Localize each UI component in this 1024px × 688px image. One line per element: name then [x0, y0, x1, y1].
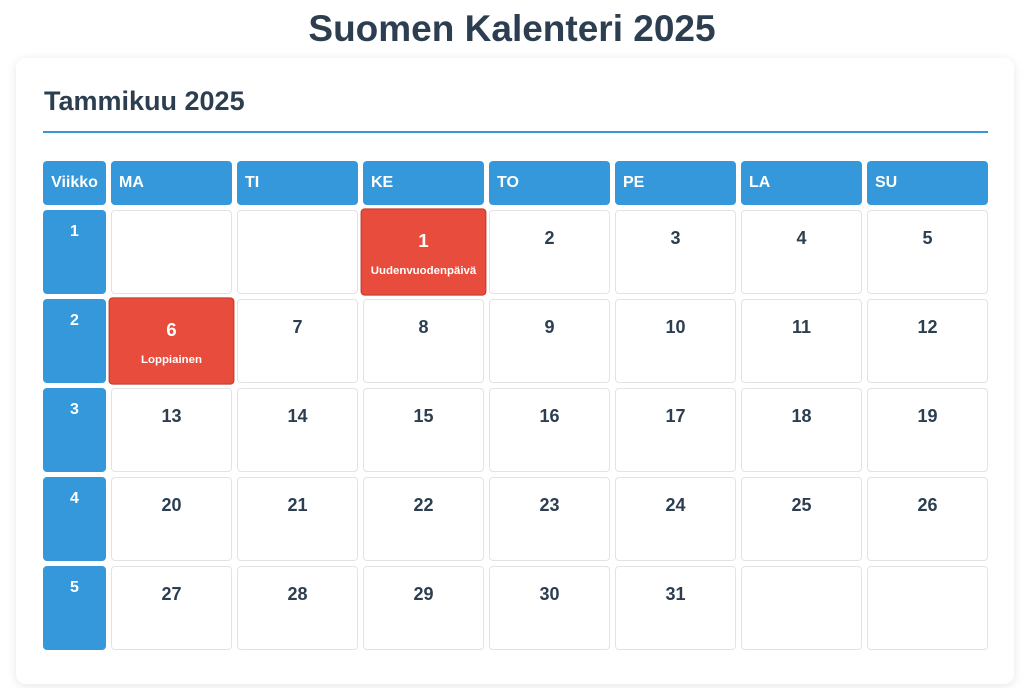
day-cell[interactable]: 22 — [363, 477, 484, 561]
day-number: 9 — [544, 317, 555, 337]
day-number: 22 — [413, 495, 434, 515]
day-number: 12 — [917, 317, 938, 337]
empty-cell — [867, 566, 988, 650]
day-number: 11 — [791, 317, 812, 337]
day-cell[interactable]: 15 — [363, 388, 484, 472]
week-number: 4 — [43, 477, 106, 561]
holiday-cell[interactable]: 6 Loppiainen — [108, 297, 235, 385]
day-cell[interactable]: 31 — [615, 566, 736, 650]
weekday-header-to: TO — [489, 161, 610, 205]
day-cell[interactable]: 21 — [237, 477, 358, 561]
empty-cell — [237, 210, 358, 294]
day-cell[interactable]: 8 — [363, 299, 484, 383]
week-number: 3 — [43, 388, 106, 472]
day-cell[interactable]: 23 — [489, 477, 610, 561]
weekday-header-la: LA — [741, 161, 862, 205]
day-cell[interactable]: 18 — [741, 388, 862, 472]
day-cell[interactable]: 11 — [741, 299, 862, 383]
day-number: 24 — [665, 495, 686, 515]
day-number: 2 — [544, 228, 555, 248]
day-cell[interactable]: 5 — [867, 210, 988, 294]
day-cell[interactable]: 4 — [741, 210, 862, 294]
day-number: 5 — [922, 228, 933, 248]
day-cell[interactable]: 20 — [111, 477, 232, 561]
weekday-header-ti: TI — [237, 161, 358, 205]
day-number: 15 — [413, 406, 434, 426]
day-number: 1 — [418, 230, 429, 251]
empty-cell — [111, 210, 232, 294]
holiday-cell[interactable]: 1 Uudenvuodenpäivä — [360, 208, 487, 296]
day-number: 6 — [166, 319, 177, 340]
day-cell[interactable]: 28 — [237, 566, 358, 650]
day-number: 26 — [917, 495, 938, 515]
day-number: 20 — [161, 495, 182, 515]
day-cell[interactable]: 26 — [867, 477, 988, 561]
day-number: 31 — [665, 584, 686, 604]
empty-cell — [741, 566, 862, 650]
day-number: 25 — [791, 495, 812, 515]
day-number: 13 — [161, 406, 182, 426]
day-cell[interactable]: 13 — [111, 388, 232, 472]
weekday-header-ke: KE — [363, 161, 484, 205]
day-number: 29 — [413, 584, 434, 604]
week-number: 1 — [43, 210, 106, 294]
divider — [43, 131, 988, 133]
day-number: 30 — [539, 584, 560, 604]
weekday-header-su: SU — [867, 161, 988, 205]
day-number: 16 — [539, 406, 560, 426]
holiday-name: Uudenvuodenpäivä — [370, 264, 477, 277]
day-number: 7 — [292, 317, 303, 337]
calendar-card: Tammikuu 2025 Viikko MA TI KE TO PE LA SU 1 1 Uude… — [16, 58, 1014, 684]
day-cell[interactable]: 30 — [489, 566, 610, 650]
day-number: 28 — [287, 584, 308, 604]
day-cell[interactable]: 10 — [615, 299, 736, 383]
day-number: 4 — [796, 228, 807, 248]
day-number: 19 — [917, 406, 938, 426]
day-cell[interactable]: 25 — [741, 477, 862, 561]
day-number: 3 — [670, 228, 681, 248]
day-cell[interactable]: 9 — [489, 299, 610, 383]
holiday-name: Loppiainen — [140, 353, 203, 366]
day-cell[interactable]: 7 — [237, 299, 358, 383]
week-number: 5 — [43, 566, 106, 650]
day-cell[interactable]: 27 — [111, 566, 232, 650]
week-header: Viikko — [43, 161, 106, 205]
weekday-header-pe: PE — [615, 161, 736, 205]
week-number: 2 — [43, 299, 106, 383]
day-number: 18 — [791, 406, 812, 426]
day-cell[interactable]: 3 — [615, 210, 736, 294]
day-cell[interactable]: 14 — [237, 388, 358, 472]
day-cell[interactable]: 24 — [615, 477, 736, 561]
day-number: 21 — [287, 495, 308, 515]
day-cell[interactable]: 2 — [489, 210, 610, 294]
day-cell[interactable]: 29 — [363, 566, 484, 650]
weekday-header-ma: MA — [111, 161, 232, 205]
day-number: 10 — [665, 317, 686, 337]
month-title: Tammikuu 2025 — [44, 86, 245, 116]
day-number: 17 — [665, 406, 686, 426]
day-cell[interactable]: 12 — [867, 299, 988, 383]
day-number: 23 — [539, 495, 560, 515]
day-cell[interactable]: 19 — [867, 388, 988, 472]
calendar-grid: Viikko MA TI KE TO PE LA SU 1 1 Uudenvuodenpäivä 2 3… — [43, 161, 988, 650]
day-number: 27 — [161, 584, 182, 604]
day-cell[interactable]: 17 — [615, 388, 736, 472]
day-cell[interactable]: 16 — [489, 388, 610, 472]
page-title: Suomen Kalenteri 2025 — [308, 8, 716, 49]
day-number: 14 — [287, 406, 308, 426]
day-number: 8 — [418, 317, 429, 337]
